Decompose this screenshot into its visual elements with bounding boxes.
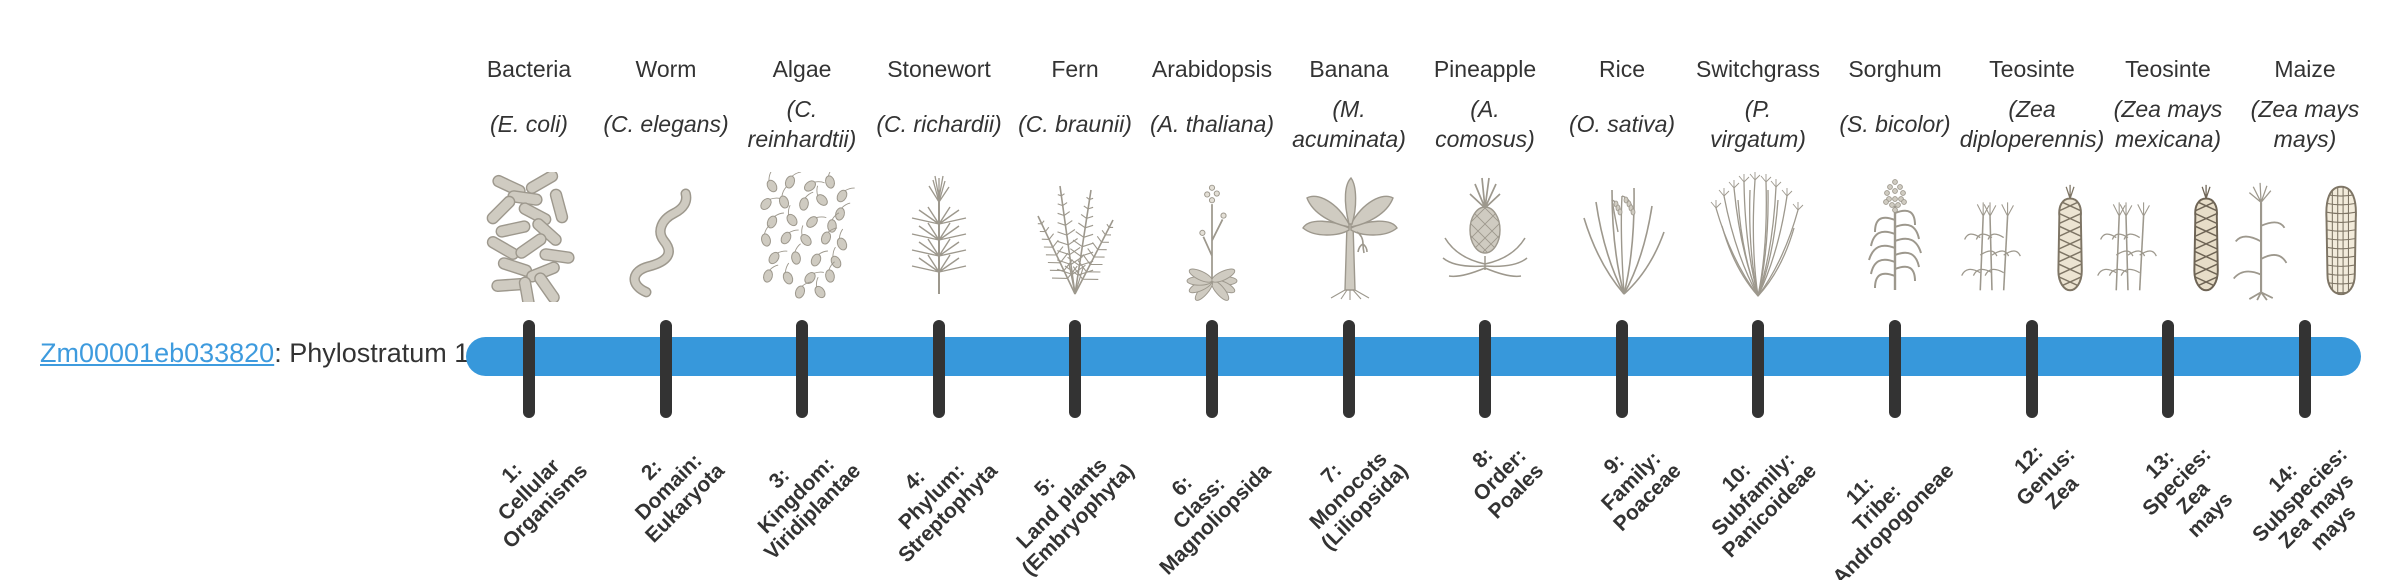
stratum-tick (1889, 320, 1901, 418)
arabidopsis-icon (1126, 168, 1298, 302)
pineapple-icon (1399, 168, 1571, 302)
stratum-label: 5: Land plants (Embryophyta) (1011, 453, 1139, 580)
stonewort-icon (853, 168, 1025, 302)
taxon-name: Teosinte (1989, 56, 2075, 82)
taxon-species: (C. reinhardtii) (747, 96, 857, 152)
taxon-species: (A. comosus) (1435, 96, 1535, 152)
taxon-species: (S. bicolor) (1839, 111, 1951, 138)
fern-icon (989, 168, 1161, 302)
stratum-label: 4: Phylum: Streptophyta (894, 459, 1003, 568)
taxon-species: (E. coli) (490, 111, 568, 138)
stratum-label: 3: Kingdom: Viridiplantae (753, 452, 866, 565)
worm-icon (580, 168, 752, 302)
stratum-label: 2: Domain: Eukaryota (631, 448, 730, 548)
stratum-label: 11: Tribe: Andropogoneae (1828, 459, 1959, 580)
banana-icon (1263, 168, 1435, 302)
taxon-name: Arabidopsis (1151, 56, 1273, 82)
taxon-name: Maize (2274, 56, 2336, 82)
stratum-tick (523, 320, 535, 418)
stratum-label: 7: Monocots (Liliopsida) (1304, 447, 1413, 555)
bacteria-icon (443, 168, 615, 302)
taxon-name: Pineapple (1433, 56, 1537, 82)
taxon-species: (C. elegans) (603, 111, 729, 138)
taxon-species: (Zea diploperennis) (1959, 96, 2105, 152)
taxon-species: (Zea mays mays) (2250, 96, 2360, 152)
sorghum-icon (1809, 168, 1981, 302)
taxon-species: (C. braunii) (1018, 111, 1132, 138)
taxon-name: Worm (635, 56, 697, 82)
taxon-name: Banana (1309, 56, 1389, 82)
stratum-tick (1069, 320, 1081, 418)
taxon-name: Teosinte (2125, 56, 2211, 82)
taxon-species: (M. acuminata) (1292, 96, 1406, 152)
stratum-tick (1752, 320, 1764, 418)
stratum-label: 13: Species: Zea mays (2137, 442, 2237, 542)
stratum-tick (2162, 320, 2174, 418)
rice-icon (1536, 168, 1708, 302)
switchgrass-icon (1672, 168, 1844, 302)
stratum-tick (1616, 320, 1628, 418)
stratum-label: 8: Order: Poales (1468, 443, 1549, 524)
taxon-name: Bacteria (486, 56, 572, 82)
gene-link[interactable]: Zm00001eb033820 (40, 338, 275, 368)
teosinte-diploperennis-icon (1946, 168, 2118, 302)
taxon-name: Rice (1598, 56, 1645, 82)
taxon-species: (P. virgatum) (1710, 96, 1806, 152)
stratum-tick (1343, 320, 1355, 418)
stratum-label: 12: Genus: Zea (2009, 440, 2083, 514)
stratum-tick (2026, 320, 2038, 418)
stratum-tick (1206, 320, 1218, 418)
stratum-label: 1: Cellular Organisms (493, 454, 593, 554)
stratum-tick (796, 320, 808, 418)
maize-icon (2219, 168, 2391, 302)
taxon-name: Sorghum (1848, 56, 1942, 82)
stratum-tick (933, 320, 945, 418)
algae-icon (716, 168, 888, 302)
stratum-tick (660, 320, 672, 418)
taxon-name: Algae (772, 56, 832, 82)
taxon-species: (Zea mays mexicana) (2113, 96, 2223, 152)
taxon-species: (C. richardii) (876, 111, 1002, 138)
stratum-label: 14: Subspecies: Zea mays mays (2248, 442, 2361, 555)
stratum-label: 9: Family: Poaceae (1596, 446, 1686, 536)
row-label: Zm00001eb033820: Phylostratum 1 (40, 338, 469, 369)
stratum-tick (1479, 320, 1491, 418)
taxon-name: Fern (1051, 56, 1099, 82)
taxon-species: (O. sativa) (1568, 111, 1676, 138)
teosinte-mexicana-icon (2082, 168, 2254, 302)
stratum-label: 6: Class: Magnoliopsida (1155, 459, 1276, 580)
row-label-suffix: : Phylostratum 1 (274, 338, 470, 368)
stratum-tick (2299, 320, 2311, 418)
taxon-name: Stonewort (887, 56, 991, 82)
taxon-species: (A. thaliana) (1149, 111, 1274, 138)
taxon-name: Switchgrass (1696, 56, 1820, 82)
timeline-bar (466, 337, 2361, 376)
